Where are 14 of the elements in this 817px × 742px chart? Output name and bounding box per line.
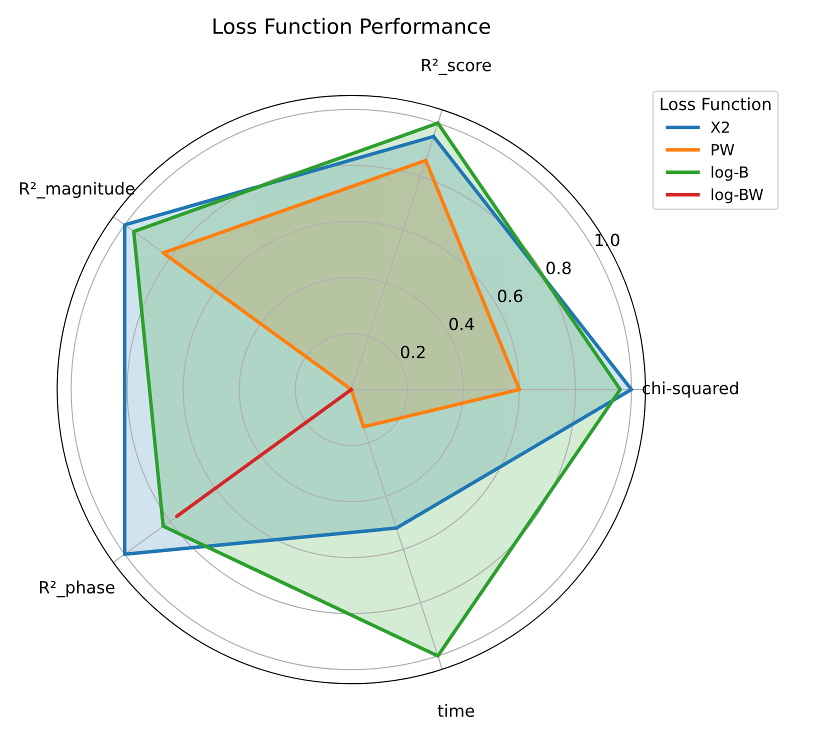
y-tick-label: 0.4 <box>449 318 474 330</box>
y-tick-label: 0.8 <box>546 262 571 274</box>
spoke-label: R²_magnitude <box>20 182 134 198</box>
legend-label: log-BW <box>712 188 764 204</box>
legend-label: log-B <box>712 166 748 181</box>
chart-title: Loss Function Performance <box>214 18 490 34</box>
spoke-label: time <box>438 704 474 718</box>
spoke-label: R²_phase <box>40 580 114 598</box>
spoke-label: R²_score <box>422 58 491 76</box>
y-tick-label: 0.2 <box>400 346 425 358</box>
legend-title: Loss Function <box>660 97 771 110</box>
y-tick-label: 0.6 <box>498 290 522 302</box>
legend-label: X2 <box>710 121 729 133</box>
legend-label: PW <box>712 144 734 156</box>
